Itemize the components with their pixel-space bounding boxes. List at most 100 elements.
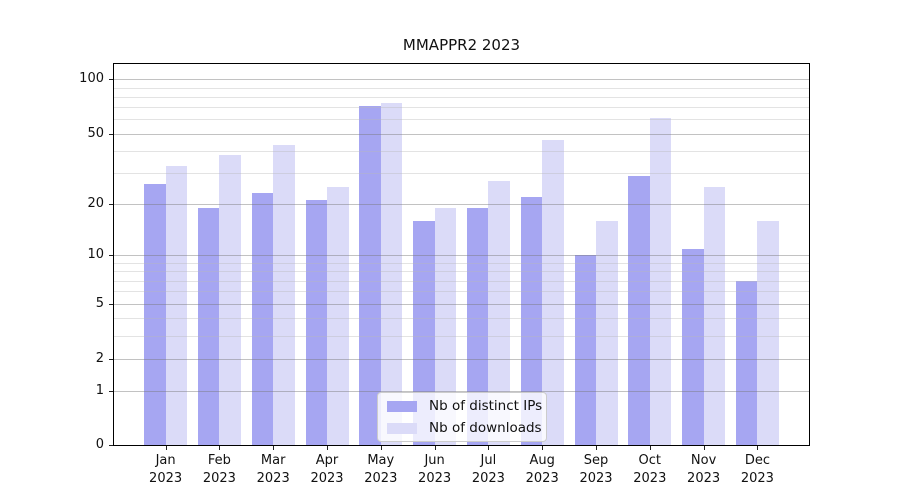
bar-distinct-ips-jan xyxy=(144,184,166,445)
y-tick-mark-100 xyxy=(109,79,113,81)
x-tick-month: Oct xyxy=(638,453,662,468)
bar-downloads-dec xyxy=(757,220,779,445)
gridline-major-1 xyxy=(114,390,809,392)
bar-downloads-jul xyxy=(488,181,510,445)
x-tick-label-mar: Mar 2023 xyxy=(245,452,301,487)
bar-distinct-ips-nov xyxy=(682,248,704,445)
x-tick-mark-sep xyxy=(596,446,597,450)
gridline-minor-3 xyxy=(114,335,809,337)
gridline-major-5 xyxy=(114,303,809,305)
bar-downloads-may xyxy=(380,102,403,445)
gridline-minor-80 xyxy=(114,96,809,98)
x-tick-mark-nov xyxy=(703,446,705,450)
x-tick-mark-may xyxy=(380,446,382,450)
x-tick-year: 2023 xyxy=(310,470,344,486)
legend-entry-distinct-ips: Nb of distinct IPs xyxy=(387,398,542,414)
x-tick-label-feb: Feb 2023 xyxy=(191,452,247,487)
gridline-major-2 xyxy=(114,358,809,360)
bar-downloads-nov xyxy=(703,187,726,445)
x-tick-month: Feb xyxy=(207,453,231,468)
bar-downloads-oct xyxy=(649,118,672,445)
x-tick-year: 2023 xyxy=(633,470,667,486)
x-tick-year: 2023 xyxy=(418,470,452,486)
x-tick-label-oct: Oct 2023 xyxy=(622,452,678,487)
gridline-minor-8 xyxy=(114,271,809,273)
bar-downloads-apr xyxy=(327,187,349,445)
legend-entry-downloads: Nb of downloads xyxy=(387,420,542,436)
bar-distinct-ips-may xyxy=(359,106,381,445)
bar-distinct-ips-jun xyxy=(413,220,435,445)
gridline-minor-30 xyxy=(114,173,809,175)
x-tick-label-jul: Jul 2023 xyxy=(460,452,516,487)
bar-downloads-mar xyxy=(273,145,295,445)
y-tick-mark-2 xyxy=(109,358,113,360)
x-tick-year: 2023 xyxy=(579,470,613,486)
x-tick-mark-feb xyxy=(219,446,221,450)
y-tick-label-20: 20 xyxy=(87,196,104,211)
y-tick-mark-5 xyxy=(109,303,113,305)
chart-title: MMAPPR2 2023 xyxy=(402,36,521,54)
bar-distinct-ips-mar xyxy=(251,193,274,445)
y-tick-label-5: 5 xyxy=(95,295,104,311)
x-tick-mark-dec xyxy=(757,446,759,450)
y-tick-label-1: 1 xyxy=(95,382,104,398)
bar-distinct-ips-dec xyxy=(735,280,758,445)
gridline-major-20 xyxy=(114,204,809,205)
x-tick-label-dec: Dec 2023 xyxy=(729,452,785,487)
bar-downloads-aug xyxy=(542,140,564,445)
y-tick-mark-1 xyxy=(109,390,113,392)
gridline-minor-40 xyxy=(114,150,809,152)
bar-downloads-jan xyxy=(165,165,188,445)
x-tick-month: Jul xyxy=(480,453,497,468)
y-tick-label-0: 0 xyxy=(95,437,104,452)
y-tick-label-50: 50 xyxy=(87,125,104,141)
x-tick-label-may: May 2023 xyxy=(353,452,409,487)
gridline-minor-9 xyxy=(114,263,809,264)
x-tick-mark-oct xyxy=(649,446,651,450)
x-tick-label-sep: Sep 2023 xyxy=(568,452,624,487)
x-tick-year: 2023 xyxy=(149,470,183,486)
x-tick-year: 2023 xyxy=(364,470,398,486)
gridline-minor-6 xyxy=(114,291,809,293)
x-tick-mark-jan xyxy=(165,446,167,450)
bar-downloads-feb xyxy=(219,154,241,445)
bar-downloads-sep xyxy=(596,220,618,445)
x-tick-year: 2023 xyxy=(471,470,505,486)
x-tick-label-aug: Aug 2023 xyxy=(514,452,570,487)
x-tick-year: 2023 xyxy=(687,470,721,486)
x-tick-month: Mar xyxy=(260,453,286,468)
y-tick-mark-10 xyxy=(109,255,113,257)
bar-distinct-ips-feb xyxy=(197,207,220,445)
bar-distinct-ips-sep xyxy=(574,255,596,445)
gridline-minor-90 xyxy=(114,87,809,89)
gridline-major-100 xyxy=(114,79,809,81)
x-tick-mark-aug xyxy=(542,446,544,450)
x-tick-label-jun: Jun 2023 xyxy=(407,452,463,487)
x-tick-year: 2023 xyxy=(740,470,774,486)
gridline-minor-70 xyxy=(114,107,809,109)
gridline-major-50 xyxy=(114,133,809,135)
x-tick-month: Sep xyxy=(583,453,609,468)
x-tick-month: Dec xyxy=(744,453,770,468)
bar-distinct-ips-jul xyxy=(466,207,489,445)
x-tick-mark-apr xyxy=(327,446,328,450)
bar-downloads-jun xyxy=(434,207,457,445)
y-tick-label-10: 10 xyxy=(87,247,104,263)
y-tick-mark-50 xyxy=(109,133,113,135)
bar-distinct-ips-oct xyxy=(628,175,650,445)
y-tick-mark-20 xyxy=(109,204,113,205)
legend-swatch-distinct-ips xyxy=(387,400,417,412)
x-tick-month: May xyxy=(367,453,395,468)
gridline-minor-4 xyxy=(114,318,809,320)
x-tick-label-apr: Apr 2023 xyxy=(299,452,355,487)
x-tick-mark-jun xyxy=(434,446,436,450)
x-tick-year: 2023 xyxy=(525,470,559,486)
y-tick-label-100: 100 xyxy=(79,71,104,87)
x-tick-month: Jun xyxy=(424,453,445,468)
x-tick-month: Nov xyxy=(690,453,717,468)
legend-box: Nb of distinct IPs Nb of downloads xyxy=(377,392,547,442)
x-tick-year: 2023 xyxy=(256,470,290,486)
x-tick-month: Aug xyxy=(529,453,555,468)
gridline-minor-7 xyxy=(114,280,809,282)
